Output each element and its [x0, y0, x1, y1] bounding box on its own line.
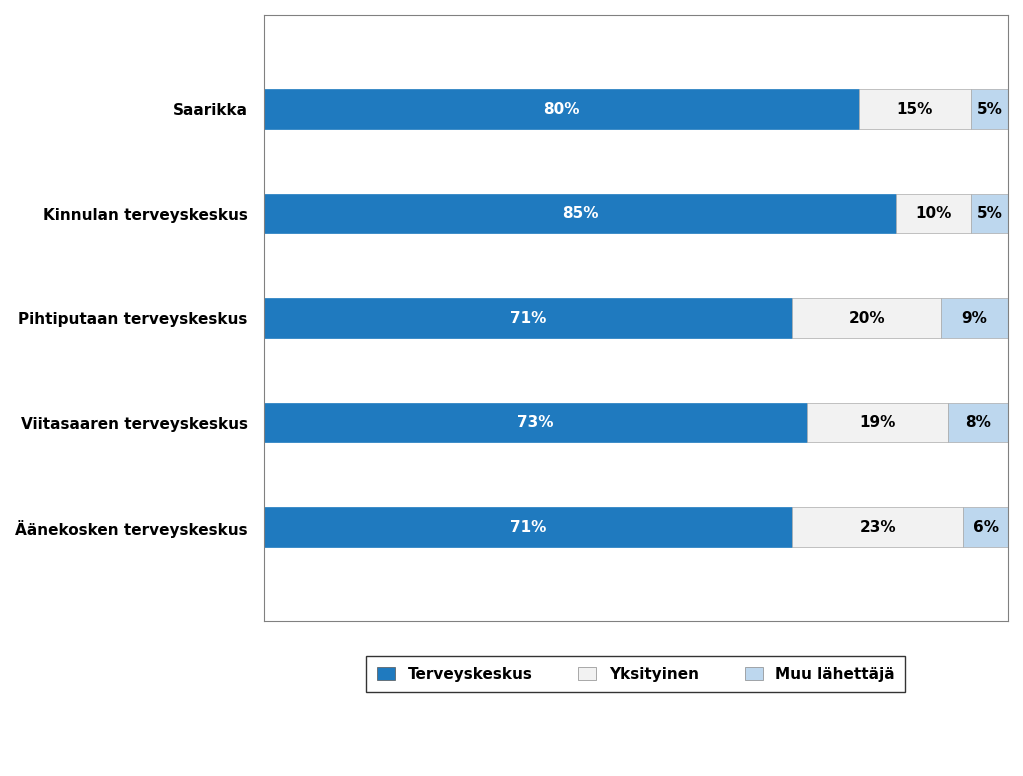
Legend: Terveyskeskus, Yksityinen, Muu lähettäjä: Terveyskeskus, Yksityinen, Muu lähettäjä [366, 656, 905, 692]
Text: 80%: 80% [543, 102, 580, 116]
Bar [971, 89, 1008, 129]
Text: 20%: 20% [848, 310, 885, 326]
Text: 23%: 23% [859, 520, 896, 535]
Bar [948, 403, 1008, 442]
Bar [859, 89, 971, 129]
Text: 85%: 85% [562, 206, 598, 221]
Bar [264, 298, 792, 338]
Text: 73%: 73% [517, 415, 553, 430]
Bar [264, 508, 792, 547]
Bar [807, 403, 948, 442]
Bar [264, 89, 859, 129]
Bar [792, 298, 941, 338]
Bar [964, 508, 1008, 547]
Bar [971, 194, 1008, 234]
Text: 5%: 5% [976, 206, 1003, 221]
Text: 15%: 15% [897, 102, 933, 116]
Bar [792, 508, 964, 547]
Text: 9%: 9% [962, 310, 987, 326]
Text: 71%: 71% [509, 520, 546, 535]
Bar [264, 194, 896, 234]
Text: 71%: 71% [509, 310, 546, 326]
Text: 6%: 6% [973, 520, 998, 535]
Text: 8%: 8% [966, 415, 991, 430]
Bar [896, 194, 971, 234]
Bar [264, 403, 807, 442]
Bar [941, 298, 1008, 338]
Text: 10%: 10% [916, 206, 951, 221]
Text: 5%: 5% [976, 102, 1003, 116]
Text: 19%: 19% [859, 415, 896, 430]
